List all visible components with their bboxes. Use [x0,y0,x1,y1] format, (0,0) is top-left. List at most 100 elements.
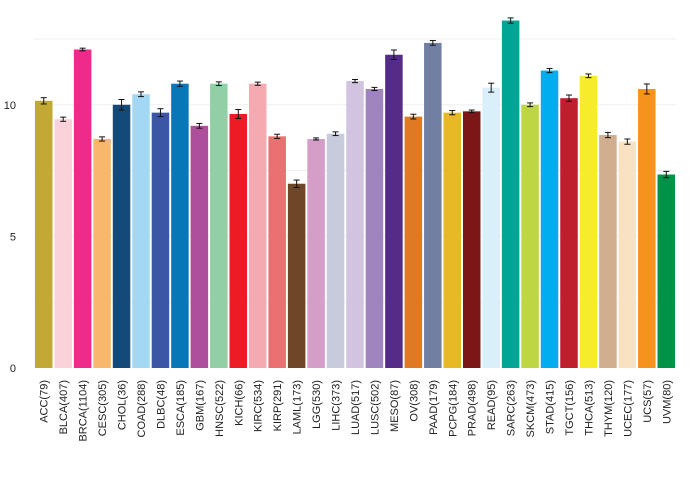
bar [287,183,306,368]
error-bar [352,78,358,84]
x-tick-label: HNSC(522) [214,380,226,437]
x-tick-label: DLBC(48) [155,380,167,429]
error-bar [390,49,397,60]
x-tick-label: KIRP(291) [272,380,284,431]
x-tick-label: PCPG(184) [447,380,459,437]
bar [540,70,559,368]
error-bar [371,86,378,92]
bar [112,104,131,368]
x-tick-label: UVM(80) [661,380,673,424]
x-tick-label: SKCM(473) [525,380,537,437]
bar [560,98,578,368]
bar [248,83,267,369]
bar [210,83,228,369]
x-axis-labels: ACC(79) BLCA(407) BRCA(1104) CESC(305) CHOL(… [39,380,674,442]
bar [268,136,286,368]
error-bar [410,113,417,120]
x-tick-label: LGG(530) [311,380,323,429]
error-bar [643,83,650,95]
error-bar [235,109,242,119]
x-tick-label: ESCA(185) [175,380,187,436]
bar [307,138,325,368]
x-tick-label: OV(308) [408,380,420,422]
error-bar [99,136,106,142]
x-tick-label: READ(95) [486,380,498,430]
x-tick-label: PAAD(179) [428,380,440,435]
bar [462,111,481,369]
bar [385,54,403,368]
x-tick-label: PRAD(498) [467,380,479,436]
x-tick-label: CESC(305) [97,380,109,436]
error-bar [196,122,203,129]
error-bar [79,47,86,52]
bar [54,119,72,368]
x-tick-label: LUSC(502) [369,380,381,435]
bar [618,141,637,368]
x-tick-label: UCS(57) [642,380,654,423]
x-tick-label: SARC(263) [506,380,518,436]
x-tick-label: STAD(415) [545,380,557,434]
bar [501,20,520,368]
error-bar [254,81,261,86]
x-tick-label: KIRC(534) [253,380,265,432]
bar [34,100,53,369]
bars [34,20,676,369]
error-bar [566,94,572,102]
error-bar [507,17,514,24]
x-tick-label: ACC(79) [39,380,51,423]
x-tick-label: CHOL(36) [117,380,129,430]
error-bar [118,99,125,111]
x-tick-label: MESO(87) [389,380,401,432]
bar [73,49,92,369]
x-tick-label: LAML(173) [292,380,304,434]
bar [579,75,598,368]
bar [404,116,423,368]
error-bar [138,91,144,98]
error-bar [60,116,67,122]
x-tick-label: LUAD(517) [350,380,362,435]
x-tick-label: BRCA(1104) [78,380,90,442]
error-bars [40,17,670,188]
bar [424,42,442,368]
x-tick-label: GBM(167) [194,380,206,431]
error-bar [468,109,475,114]
bar [638,88,656,369]
error-bar [429,40,436,46]
error-bar [449,110,456,116]
bar [657,174,676,368]
bar [93,138,111,368]
y-tick-label: 5 [10,231,16,243]
bar [443,112,462,368]
error-bar [585,73,592,79]
bar [346,81,364,368]
x-tick-label: COAD(288) [136,380,148,437]
y-axis-ticks: 0 5 10 [4,100,16,375]
error-bar [293,179,300,188]
error-bar [604,131,611,139]
error-bar [546,67,553,74]
bar [521,104,539,368]
error-bar [332,131,339,137]
bar [190,125,209,368]
error-bar [663,170,670,179]
x-tick-label: KICH(66) [233,380,245,426]
y-tick-label: 10 [4,100,16,112]
error-bar [488,82,495,93]
bar [229,113,248,369]
x-tick-label: THCA(513) [583,380,595,436]
x-tick-label: BLCA(407) [58,380,70,434]
error-bar [176,80,183,87]
x-tick-label: UCEC(177) [622,380,634,437]
error-bar [215,81,222,87]
error-bar [274,133,281,139]
error-bar [40,97,47,105]
bar [482,87,500,368]
error-bar [527,102,534,108]
error-bar [157,108,164,118]
bar [132,94,150,368]
error-bar [624,138,631,145]
x-tick-label: THYM(120) [603,380,615,437]
y-tick-label: 0 [10,363,16,375]
bar [151,112,170,368]
